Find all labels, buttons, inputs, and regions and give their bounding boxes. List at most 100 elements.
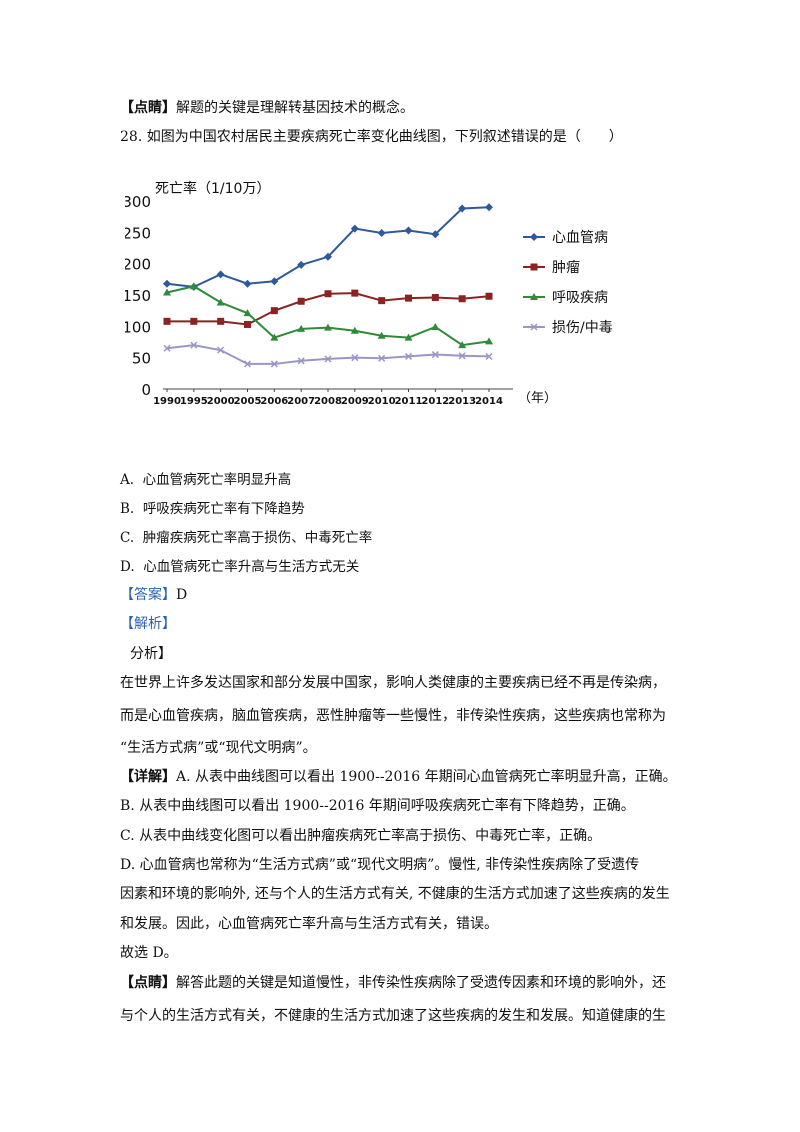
y-tick-label: 0 bbox=[141, 381, 151, 399]
x-tick-label: 2008 bbox=[314, 396, 342, 407]
data-point bbox=[189, 282, 198, 290]
data-point bbox=[485, 337, 493, 345]
legend-label: 呼吸疾病 bbox=[552, 290, 608, 306]
data-point bbox=[378, 354, 386, 362]
legend-item: 损伤/中毒 bbox=[523, 320, 613, 336]
y-tick-label: 50 bbox=[132, 350, 151, 368]
x-axis-unit: （年） bbox=[518, 391, 557, 406]
legend-label: 损伤/中毒 bbox=[552, 320, 613, 336]
data-point bbox=[216, 270, 225, 279]
data-point bbox=[530, 293, 538, 300]
legend-item: 呼吸疾病 bbox=[523, 290, 608, 306]
data-point bbox=[377, 331, 386, 339]
x-tick-label: 2014 bbox=[475, 396, 503, 407]
y-tick-label: 100 bbox=[125, 318, 151, 336]
data-point bbox=[217, 346, 225, 354]
data-point bbox=[243, 279, 252, 288]
data-point bbox=[431, 294, 439, 302]
detail-line-6: 和发展。因此，心血管病死亡率升高与生活方式有关，错误。 bbox=[120, 916, 498, 932]
option-a: A. 心血管病死亡率明显升高 bbox=[120, 470, 291, 490]
data-point bbox=[405, 294, 412, 302]
data-point bbox=[458, 295, 466, 303]
detail-text-a: A. 从表中曲线图可以看出 1900--2016 年期间心血管病死亡率明显升高，… bbox=[176, 769, 677, 785]
data-point bbox=[243, 309, 252, 317]
y-axis-title: 死亡率（1/10万） bbox=[155, 180, 270, 197]
data-point bbox=[163, 317, 171, 325]
analysis-line-3: “生活方式病”或“现代文明病”。 bbox=[120, 740, 317, 756]
y-tick-label: 200 bbox=[125, 256, 151, 274]
x-tick-label: 2013 bbox=[448, 396, 476, 407]
data-point bbox=[530, 323, 538, 331]
data-point bbox=[270, 277, 279, 286]
detail-line-5: 因素和环境的影响外, 还与个人的生活方式有关, 不健康的生活方式加速了这些疾病的… bbox=[120, 886, 670, 902]
analysis-title: 分析】 bbox=[130, 646, 172, 662]
data-point bbox=[243, 360, 252, 368]
data-point bbox=[324, 355, 332, 363]
series-3 bbox=[163, 282, 493, 349]
data-point bbox=[350, 326, 359, 334]
option-b-label: B. bbox=[120, 501, 135, 517]
data-point bbox=[217, 317, 225, 325]
data-point bbox=[351, 354, 359, 362]
key-text-1: 解答此题的关键是知道慢性，非传染性疾病除了受遗传因素和环境的影响外，还 bbox=[176, 975, 666, 991]
detail-tag: 【详解】 bbox=[120, 769, 176, 785]
x-tick-label: 2000 bbox=[207, 396, 235, 407]
top-note: 【点睛】解题的关键是理解转基因技术的概念。 bbox=[120, 98, 414, 118]
legend-item: 肿瘤 bbox=[523, 259, 580, 276]
detail-line-2: B. 从表中曲线图可以看出 1900--2016 年期间呼吸疾病死亡率有下降趋势… bbox=[120, 798, 635, 814]
data-point bbox=[530, 263, 538, 271]
data-point bbox=[297, 324, 306, 332]
x-tick-label: 2009 bbox=[341, 396, 369, 407]
data-point bbox=[324, 290, 332, 298]
y-tick-label: 250 bbox=[125, 224, 151, 242]
option-c: C. 肿瘤疾病死亡率高于损伤、中毒死亡率 bbox=[120, 528, 372, 548]
legend-label: 心血管病 bbox=[552, 230, 608, 246]
data-point bbox=[404, 226, 413, 235]
data-point bbox=[404, 352, 413, 360]
x-tick-label: 2006 bbox=[260, 396, 288, 407]
data-point bbox=[324, 323, 332, 331]
key-line-1: 【点睛】解答此题的关键是知道慢性，非传染性疾病除了受遗传因素和环境的影响外，还 bbox=[120, 973, 666, 993]
data-point bbox=[163, 288, 171, 296]
x-tick-label: 2011 bbox=[395, 396, 423, 407]
option-d: D. 心血管病死亡率升高与生活方式无关 bbox=[120, 557, 359, 577]
data-point bbox=[297, 357, 305, 365]
data-point bbox=[350, 224, 359, 233]
data-point bbox=[324, 252, 332, 261]
option-d-text: 心血管病死亡率升高与生活方式无关 bbox=[143, 559, 360, 575]
series-2 bbox=[163, 289, 493, 328]
data-point bbox=[431, 351, 439, 359]
option-d-label: D. bbox=[120, 559, 135, 575]
data-point bbox=[297, 297, 305, 305]
data-point bbox=[458, 341, 467, 349]
data-point bbox=[530, 233, 538, 241]
x-tick-label: 1995 bbox=[180, 396, 208, 407]
answer-value: D bbox=[176, 587, 188, 603]
data-point bbox=[485, 292, 493, 300]
data-point bbox=[244, 320, 251, 328]
key-tag: 【点睛】 bbox=[120, 975, 176, 991]
detail-line-3: C. 从表中曲线变化图可以看出肿瘤疾病死亡率高于损伤、中毒死亡率，正确。 bbox=[120, 828, 602, 844]
data-point bbox=[297, 260, 306, 269]
option-b: B. 呼吸疾病死亡率有下降趋势 bbox=[120, 499, 305, 519]
question-text: 如图为中国农村居民主要疾病死亡率变化曲线图，下列叙述错误的是（ ） bbox=[146, 129, 623, 145]
question-number: 28. bbox=[120, 129, 143, 145]
analysis-line-2: 而是心血管疾病，脑血管疾病，恶性肿瘤等一些慢性，非传染性疾病，这些疾病也常称为 bbox=[120, 708, 666, 724]
detail-line-4: D. 心血管病也常称为“生活方式病”或“现代文明病”。慢性, 非传染性疾病除了受… bbox=[120, 857, 640, 873]
data-point bbox=[458, 352, 466, 360]
option-a-text: 心血管病死亡率明显升高 bbox=[142, 472, 292, 488]
series-line bbox=[167, 292, 490, 326]
series-1 bbox=[163, 203, 493, 291]
data-point bbox=[270, 360, 278, 368]
data-point bbox=[270, 333, 279, 341]
x-tick-label: 1990 bbox=[153, 396, 181, 407]
data-point bbox=[163, 279, 171, 288]
key-line-2: 与个人的生活方式有关，不健康的生活方式加速了这些疾病的发生和发展。知道健康的生 bbox=[120, 1008, 666, 1024]
data-point bbox=[351, 289, 359, 297]
legend-label: 肿瘤 bbox=[552, 259, 580, 276]
data-point bbox=[190, 317, 198, 325]
data-point bbox=[270, 307, 278, 315]
answer-tag: 【答案】 bbox=[120, 587, 176, 603]
data-point bbox=[377, 228, 386, 237]
